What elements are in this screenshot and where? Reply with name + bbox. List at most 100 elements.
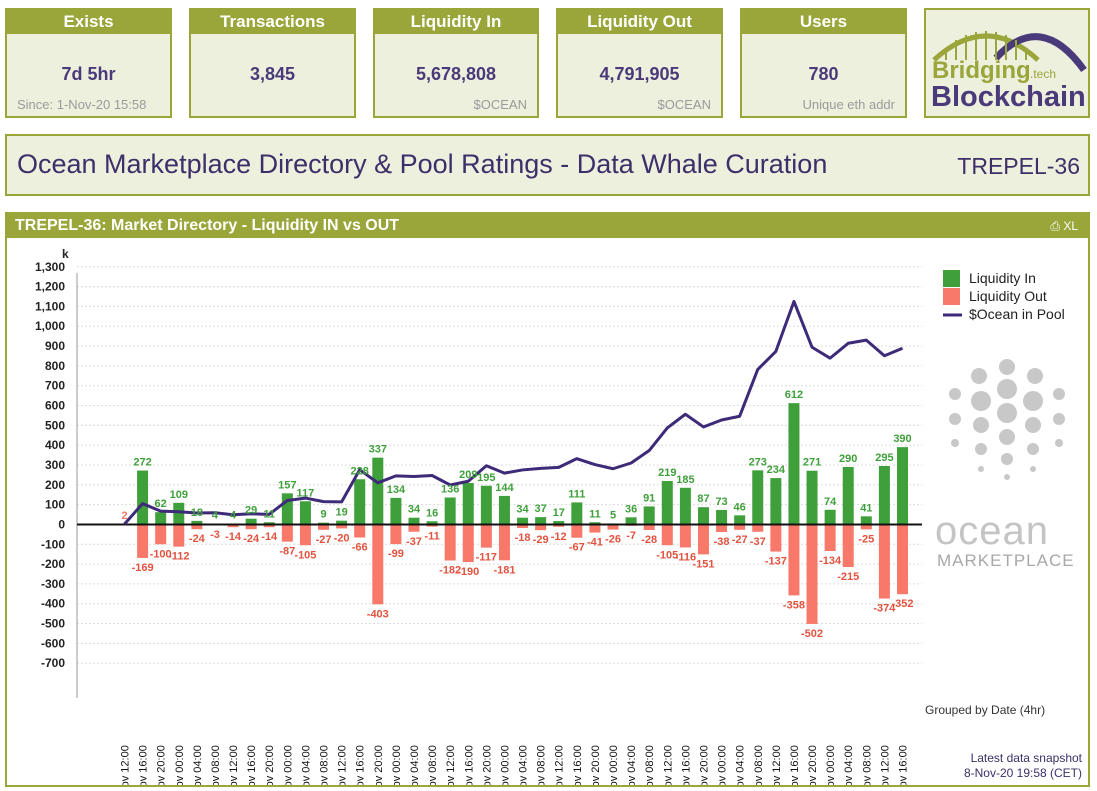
data-label-out: -14 <box>261 531 278 543</box>
kpi-value: 4,791,905 <box>599 64 680 84</box>
x-tick-label: 4-Nov 08:00 <box>427 745 439 785</box>
data-label-in: 295 <box>875 452 893 464</box>
y-tick-label: -500 <box>41 617 65 631</box>
x-tick-label: 3-Nov 20:00 <box>373 745 385 785</box>
data-label-out: -41 <box>587 537 603 549</box>
kpi-subtext: $OCEAN <box>657 97 711 112</box>
x-tick-label: 5-Nov 08:00 <box>536 745 548 785</box>
print-icon[interactable]: ⎙ <box>1050 219 1060 233</box>
bar-liquidity-in <box>589 522 601 525</box>
bar-liquidity-out <box>716 524 728 532</box>
data-label-out: -37 <box>406 536 422 548</box>
bar-liquidity-out <box>354 524 366 538</box>
bridging-blockchain-logo[interactable]: Bridging .tech Blockchain <box>924 8 1090 118</box>
bar-liquidity-out <box>842 524 854 568</box>
data-label-out: -182 <box>439 565 461 577</box>
bar-liquidity-out <box>155 524 167 545</box>
data-label-out: -116 <box>675 551 696 563</box>
data-label-in: 2 <box>121 510 127 522</box>
kpi-value: 5,678,808 <box>415 64 497 84</box>
bar-liquidity-in <box>625 517 637 525</box>
bar-liquidity-out <box>318 524 330 530</box>
x-tick-label: 4-Nov 00:00 <box>391 745 403 785</box>
data-label-in: 73 <box>715 496 727 508</box>
data-label-out: -99 <box>388 548 404 560</box>
bar-liquidity-in <box>897 447 908 525</box>
data-label-in: 17 <box>553 507 565 519</box>
kpi-liquidity-out: Liquidity Out 4,791,905 $OCEAN <box>556 8 723 118</box>
snapshot-time: 8-Nov-20 19:58 (CET) <box>963 766 1082 780</box>
x-tick-label: 3-Nov 00:00 <box>282 745 294 785</box>
bar-liquidity-out <box>752 524 764 532</box>
bar-liquidity-out <box>553 524 565 527</box>
bar-liquidity-in <box>263 522 275 525</box>
grouping-note: Grouped by Date (4hr) <box>925 703 1046 717</box>
data-label-in: 271 <box>803 457 821 469</box>
bar-liquidity-in <box>137 470 149 525</box>
bar-liquidity-out <box>806 524 818 624</box>
bar-liquidity-in <box>354 479 366 525</box>
data-label-in: 234 <box>767 464 786 476</box>
data-label-in: 612 <box>785 389 803 401</box>
snapshot-info: Latest data snapshot 8-Nov-20 19:58 (CET… <box>964 751 1082 781</box>
kpi-title: Transactions <box>191 10 354 34</box>
data-label-out: -403 <box>367 608 389 620</box>
data-label-out: -24 <box>189 533 206 545</box>
ocean-protocol-icon <box>949 359 1065 480</box>
data-label-in: 29 <box>245 505 257 517</box>
data-label-in: 337 <box>369 444 387 456</box>
x-tick-label: 5-Nov 04:00 <box>518 745 530 785</box>
bar-liquidity-out <box>788 524 800 596</box>
data-label-out: -24 <box>243 533 260 545</box>
bar-liquidity-out <box>299 524 311 546</box>
data-label-in: 109 <box>170 489 188 501</box>
bar-liquidity-in <box>372 457 384 525</box>
data-label-out: -374 <box>873 603 896 615</box>
data-label-in: 36 <box>625 503 637 515</box>
x-tick-label: 2-Nov 08:00 <box>210 745 222 785</box>
bar-liquidity-out <box>408 524 420 532</box>
x-tick-label: 6-Nov 04:00 <box>626 745 638 785</box>
data-label-in: 37 <box>535 503 547 515</box>
bar-liquidity-in <box>390 497 402 525</box>
chart-panel-header: TREPEL-36: Market Directory - Liquidity … <box>7 214 1088 238</box>
bar-liquidity-in <box>752 470 764 525</box>
pool-id: TREPEL-36 <box>957 153 1080 179</box>
bar-liquidity-in <box>734 515 746 525</box>
data-label-out: -12 <box>551 531 567 543</box>
data-label-in: 390 <box>893 433 911 445</box>
line-ocean-in-pool <box>123 299 904 526</box>
data-label-in: 117 <box>297 487 315 499</box>
legend-swatch-in <box>943 270 960 287</box>
bar-liquidity-out <box>426 524 438 527</box>
kpi-subtext: Unique eth addr <box>802 97 895 112</box>
kpi-value: 780 <box>808 64 839 84</box>
data-label-out: -134 <box>819 555 842 567</box>
data-label-in: 272 <box>133 457 151 469</box>
bar-liquidity-in <box>842 466 854 525</box>
bar-liquidity-in <box>770 478 782 525</box>
y-tick-label: 300 <box>45 458 65 472</box>
data-label-out: -67 <box>569 542 585 554</box>
data-label-in: 273 <box>749 456 767 468</box>
y-tick-label: 400 <box>45 438 65 452</box>
bar-liquidity-out <box>191 524 203 530</box>
bar-liquidity-out <box>263 524 275 528</box>
data-label-in: 16 <box>426 507 438 519</box>
data-label-out: -352 <box>891 598 913 610</box>
data-label-in: 41 <box>860 502 872 514</box>
x-tick-label: 7-Nov 20:00 <box>807 745 819 785</box>
data-label-in: 144 <box>495 482 514 494</box>
y-tick-label: 800 <box>45 359 65 373</box>
x-tick-label: 2-Nov 20:00 <box>264 745 276 785</box>
data-label-out: -112 <box>168 551 189 563</box>
y-tick-label: 0 <box>58 517 65 531</box>
export-excel-button[interactable]: XL <box>1063 219 1078 233</box>
x-tick-label: 1-Nov 12:00 <box>120 745 132 785</box>
data-label-in: 19 <box>335 507 347 519</box>
bar-liquidity-out <box>607 524 619 530</box>
data-label-in: 157 <box>278 479 296 491</box>
kpi-subtext: Since: 1-Nov-20 15:58 <box>17 97 147 112</box>
y-tick-label: 900 <box>45 339 65 353</box>
legend-swatch-out <box>943 288 960 305</box>
